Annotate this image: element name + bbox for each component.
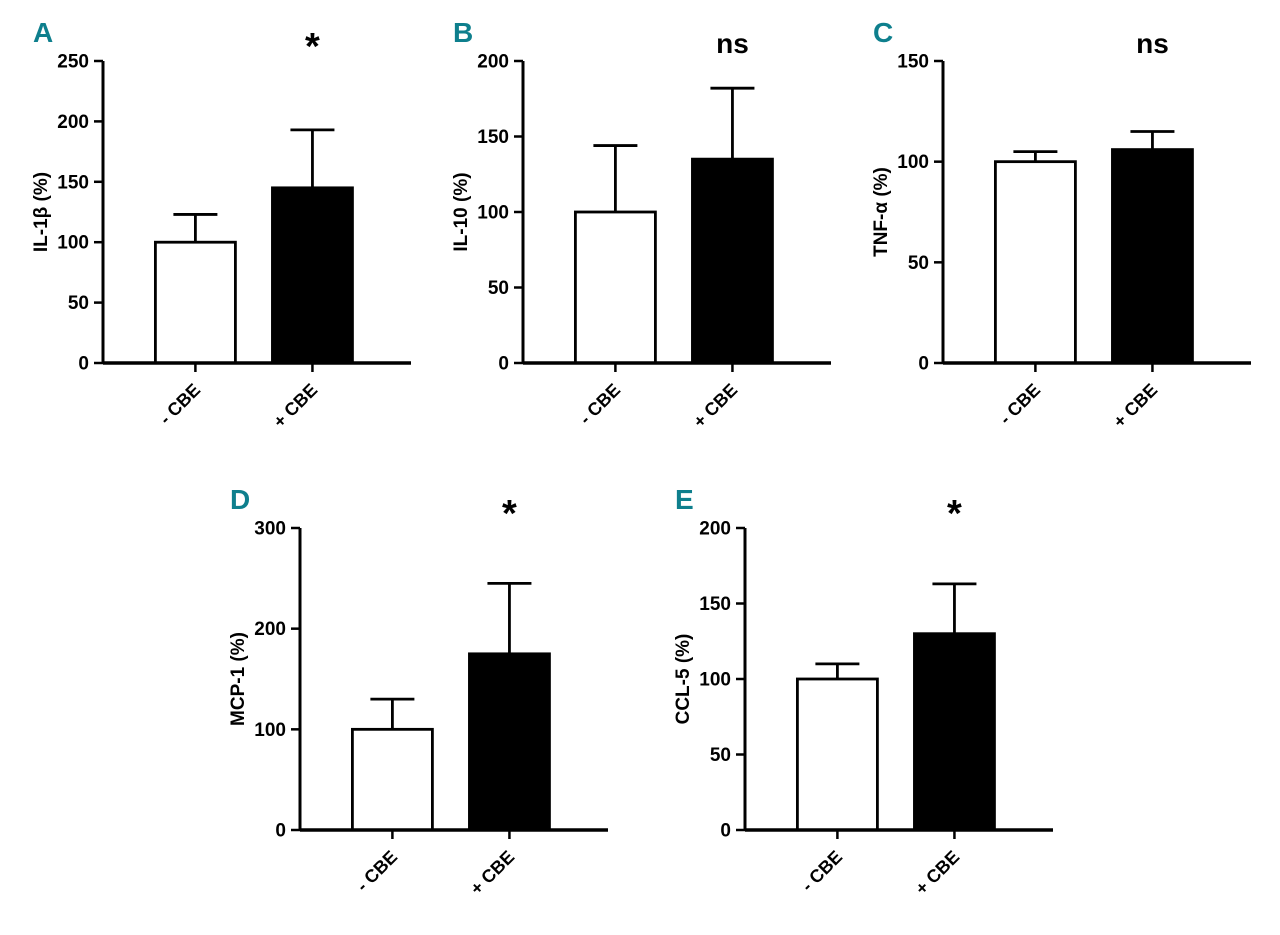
y-tick-label: 200 — [254, 619, 286, 640]
y-tick-label: 0 — [78, 354, 89, 375]
bar--CBE — [573, 210, 657, 365]
y-axis-label: IL-1β (%) — [31, 172, 52, 252]
x-category-label: + CBE — [269, 380, 321, 432]
chart-panel-A: A IL-1β (%) 0 50 100 150 200 250 - CBE + CBE * — [25, 6, 425, 451]
y-tick-label: 100 — [897, 152, 929, 173]
y-axis-label: IL-10 (%) — [451, 172, 472, 251]
panel-letter: A — [33, 17, 53, 48]
x-category-label: + CBE — [1109, 380, 1161, 432]
bar-chart-E: E CCL-5 (%) 0 50 100 150 200 - CBE + CBE * — [673, 484, 1053, 899]
y-tick-label: 100 — [699, 670, 731, 691]
significance-annotation: * — [502, 493, 517, 535]
y-tick-label: 250 — [57, 52, 89, 73]
bar-+CBE — [1111, 148, 1194, 365]
significance-annotation: * — [947, 493, 962, 535]
chart-panel-C: C TNF-α (%) 0 50 100 150 - CBE + CBE ns — [865, 6, 1265, 451]
chart-panel-D: D MCP-1 (%) 0 100 200 300 - CBE + CBE * — [222, 473, 622, 918]
y-tick-label: 200 — [477, 52, 509, 73]
bar--CBE — [350, 727, 434, 832]
bar-chart-C: C TNF-α (%) 0 50 100 150 - CBE + CBE ns — [871, 17, 1251, 432]
x-category-label: + CBE — [911, 847, 963, 899]
x-category-label: - CBE — [995, 380, 1044, 429]
bar-chart-B: B IL-10 (%) 0 50 100 150 200 - CBE + CBE ns — [451, 17, 831, 432]
bar-+CBE — [913, 632, 996, 832]
bar-+CBE — [468, 652, 551, 832]
bar-chart-D: D MCP-1 (%) 0 100 200 300 - CBE + CBE * — [228, 484, 608, 899]
bar--CBE — [795, 677, 879, 832]
y-tick-label: 100 — [254, 720, 286, 741]
panel-letter: D — [230, 484, 250, 515]
y-axis-label: MCP-1 (%) — [228, 632, 249, 726]
y-tick-label: 0 — [720, 821, 731, 842]
y-tick-label: 100 — [57, 233, 89, 254]
y-tick-label: 150 — [897, 52, 929, 73]
bar--CBE — [153, 240, 237, 365]
chart-panel-E: E CCL-5 (%) 0 50 100 150 200 - CBE + CBE * — [667, 473, 1067, 918]
y-tick-label: 200 — [57, 112, 89, 133]
bar-chart-A: A IL-1β (%) 0 50 100 150 200 250 - CBE + CBE * — [31, 17, 411, 432]
y-axis-label: TNF-α (%) — [871, 167, 892, 257]
x-category-label: + CBE — [466, 847, 518, 899]
y-tick-label: 150 — [699, 594, 731, 615]
y-tick-label: 50 — [68, 293, 89, 314]
x-category-label: - CBE — [797, 847, 846, 896]
significance-annotation: * — [305, 26, 320, 68]
y-tick-label: 50 — [488, 278, 509, 299]
significance-annotation: ns — [1136, 28, 1169, 59]
y-tick-label: 0 — [275, 821, 286, 842]
x-category-label: - CBE — [575, 380, 624, 429]
y-tick-label: 0 — [918, 354, 929, 375]
bottom-row: D MCP-1 (%) 0 100 200 300 - CBE + CBE * E CCL-5 (%… — [0, 473, 1280, 918]
y-tick-label: 150 — [477, 127, 509, 148]
y-tick-label: 300 — [254, 519, 286, 540]
chart-panel-B: B IL-10 (%) 0 50 100 150 200 - CBE + CBE ns — [445, 6, 845, 451]
y-axis-label: CCL-5 (%) — [673, 634, 694, 725]
y-tick-label: 50 — [710, 745, 731, 766]
y-tick-label: 200 — [699, 519, 731, 540]
y-tick-label: 50 — [908, 253, 929, 274]
x-category-label: - CBE — [155, 380, 204, 429]
y-tick-label: 0 — [498, 354, 509, 375]
bar-+CBE — [691, 157, 774, 365]
y-tick-label: 100 — [477, 203, 509, 224]
panel-letter: C — [873, 17, 893, 48]
bar-+CBE — [271, 186, 354, 365]
top-row: A IL-1β (%) 0 50 100 150 200 250 - CBE + CBE * B IL-… — [0, 0, 1280, 451]
significance-annotation: ns — [716, 28, 749, 59]
panel-letter: B — [453, 17, 473, 48]
bar--CBE — [993, 160, 1077, 365]
y-tick-label: 150 — [57, 172, 89, 193]
x-category-label: + CBE — [689, 380, 741, 432]
panel-letter: E — [675, 484, 694, 515]
x-category-label: - CBE — [352, 847, 401, 896]
